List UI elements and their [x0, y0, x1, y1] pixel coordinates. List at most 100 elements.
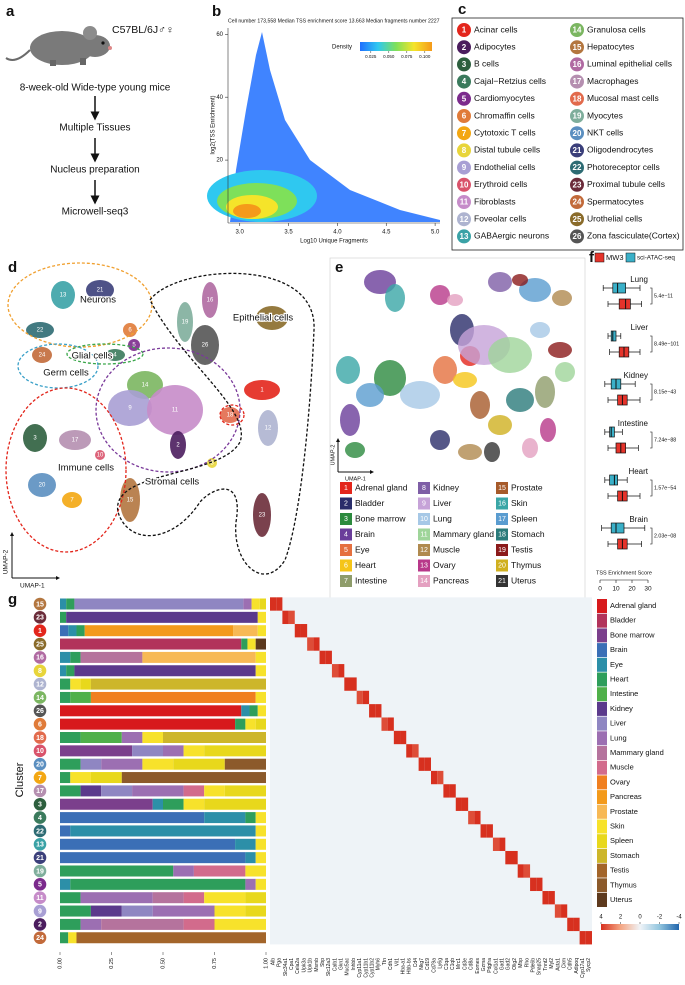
cluster-name: Distal tubule cells — [474, 145, 540, 155]
cluster-id: 26 — [573, 232, 582, 241]
cluster-name: Spermatocytes — [587, 196, 644, 206]
legend-swatch — [418, 513, 430, 525]
legend-id: 9 — [422, 500, 426, 507]
group-label: Stromal cells — [145, 477, 200, 488]
cluster-id: 6 — [38, 721, 42, 728]
legend-label: Eye — [610, 660, 623, 669]
legend-swatch — [597, 819, 607, 834]
group-outline — [117, 272, 315, 575]
legend-label: Heart — [610, 674, 629, 683]
cluster-name: GABAergic neurons — [474, 231, 549, 241]
cluster-badge — [33, 717, 47, 731]
heatmap-cell — [418, 757, 425, 771]
colorbar-tick-label: 2 — [619, 915, 623, 921]
p-value: 2.03e−08 — [654, 533, 676, 539]
cluster-badge — [33, 731, 47, 744]
cluster-badge — [33, 864, 47, 878]
bar-segment — [255, 691, 266, 703]
bar-segment — [76, 625, 85, 637]
heatmap-cell — [288, 610, 295, 625]
heatmap-cell — [350, 677, 357, 691]
legend-swatch — [418, 528, 430, 541]
box — [609, 474, 618, 486]
umap-blob — [356, 383, 384, 407]
bar-segment — [80, 785, 102, 797]
cluster-badge — [33, 931, 47, 945]
umap-cluster — [202, 282, 218, 318]
gene-label: Vil1 — [394, 958, 400, 966]
gene-label: Acta1 — [555, 958, 561, 971]
gene-label: Hba-a1 — [400, 958, 406, 975]
gene-label: Upk1b — [308, 958, 314, 973]
cluster-id: 22 — [573, 163, 582, 172]
bar-segment — [152, 798, 163, 810]
heatmap-cell — [561, 904, 568, 918]
cluster-id: 13 — [460, 232, 469, 241]
umap-cluster-id: 7 — [70, 498, 74, 504]
gene-label: Slc34a1 — [283, 958, 289, 976]
legend-label: Bone marrow — [610, 630, 655, 639]
cluster-badge — [570, 229, 584, 244]
heatmap-cell — [294, 624, 301, 638]
umap-cluster-id: 13 — [60, 293, 67, 299]
group-outline — [95, 347, 241, 473]
heatmap-cell — [362, 690, 370, 705]
gene-label: Ly6g — [438, 958, 444, 969]
cluster-badge — [33, 597, 47, 611]
bar-segment — [60, 651, 71, 663]
cluster-id: 20 — [573, 129, 582, 138]
workflow-step: Nucleus preparation — [50, 165, 140, 176]
panel-label: g — [8, 591, 17, 608]
colorbar-tick-label: 0 — [638, 915, 642, 921]
gene-label: Col1a1 — [493, 958, 499, 974]
cluster-id: 4 — [462, 77, 467, 86]
box — [609, 426, 615, 438]
cluster-badge — [33, 637, 47, 651]
y-axis-label: UMAP-2 — [330, 445, 336, 466]
bar-segment — [163, 732, 266, 743]
bar-segment — [60, 798, 153, 810]
bar-segment — [70, 678, 81, 690]
cluster-id: 18 — [573, 94, 582, 103]
umap-cluster-id: 9 — [128, 406, 132, 412]
cluster-id: 24 — [36, 935, 44, 942]
umap-blob — [512, 274, 528, 286]
heatmap-cell — [307, 637, 314, 651]
bar-segment — [60, 905, 91, 917]
umap-cluster-id: 22 — [37, 328, 44, 334]
gene-label: Cdh1 — [388, 958, 394, 970]
legend-swatch — [597, 701, 607, 716]
legend-swatch — [597, 628, 607, 643]
cluster-id: 16 — [36, 655, 44, 662]
legend-label: Eye — [355, 544, 370, 554]
cluster-name: Foveolar cells — [474, 213, 526, 223]
gene-label: Rho — [524, 958, 530, 967]
legend-label: Prostate — [610, 807, 638, 816]
cluster-id: 4 — [38, 815, 42, 822]
legend-label: Pancreas — [433, 575, 469, 585]
category-label: Liver — [631, 323, 649, 332]
legend-swatch — [340, 544, 352, 556]
umap-cluster — [191, 325, 219, 365]
cluster-id: 10 — [460, 180, 469, 189]
x-tick-label: 3.0 — [236, 230, 245, 236]
gene-label: Pde6b — [531, 958, 537, 973]
legend-id: 13 — [420, 562, 428, 569]
gene-label: Myh6 — [376, 958, 382, 970]
legend-swatch — [597, 746, 607, 760]
cluster-name: Adipocytes — [474, 41, 516, 51]
legend-swatch — [496, 544, 508, 556]
heatmap-cell — [468, 810, 475, 825]
bar-segment — [243, 598, 252, 610]
legend-label: Lung — [610, 733, 627, 742]
x-tick-label: 0.25 — [109, 958, 115, 969]
umap-cluster — [258, 410, 278, 446]
bar-segment — [257, 625, 266, 637]
bar-segment — [80, 758, 102, 770]
legend-swatch — [594, 252, 605, 263]
bar-segment — [245, 892, 266, 904]
gene-label: C1qa — [444, 958, 450, 970]
bar-segment — [183, 745, 205, 757]
gene-label: Nkg7 — [419, 958, 425, 970]
gene-label: Gkn1 — [339, 958, 345, 970]
